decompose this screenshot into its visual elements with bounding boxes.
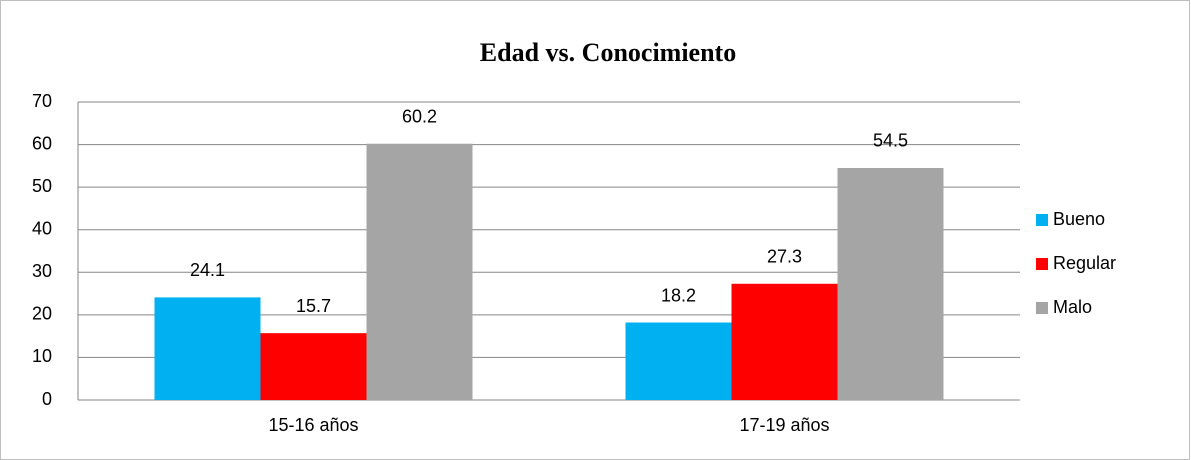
x-tick-label: 17-19 años — [739, 415, 829, 435]
bar — [837, 167, 944, 400]
y-tick-label: 0 — [42, 389, 52, 409]
data-label: 24.1 — [190, 260, 225, 280]
x-tick-label: 15-16 años — [268, 415, 358, 435]
y-tick-label: 30 — [32, 261, 52, 281]
legend-label: Regular — [1053, 253, 1116, 273]
data-label: 15.7 — [296, 296, 331, 316]
data-label: 18.2 — [661, 285, 696, 305]
legend-swatch — [1036, 214, 1048, 226]
chart-title: Edad vs. Conocimiento — [480, 38, 736, 67]
bar — [260, 333, 367, 400]
legend-label: Malo — [1053, 297, 1092, 317]
data-label: 54.5 — [873, 131, 908, 151]
bar — [366, 143, 473, 400]
y-tick-label: 10 — [32, 346, 52, 366]
y-tick-label: 60 — [32, 133, 52, 153]
data-label: 60.2 — [402, 106, 437, 126]
bar — [154, 297, 261, 400]
y-tick-label: 40 — [32, 218, 52, 238]
bar — [625, 322, 732, 400]
y-tick-label: 20 — [32, 304, 52, 324]
bar — [731, 283, 838, 400]
y-tick-label: 50 — [32, 176, 52, 196]
data-label: 27.3 — [767, 247, 802, 267]
legend-swatch — [1036, 302, 1048, 314]
legend-swatch — [1036, 258, 1048, 270]
legend-label: Bueno — [1053, 209, 1105, 229]
y-tick-label: 70 — [32, 91, 52, 111]
